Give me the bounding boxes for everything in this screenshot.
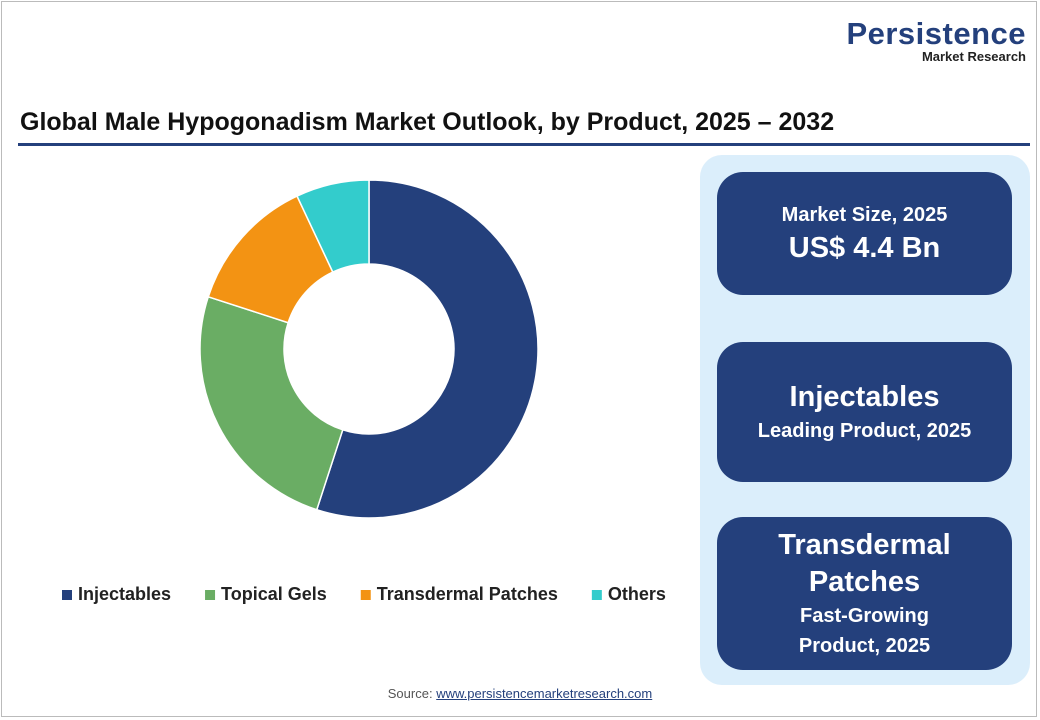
legend-label: Topical Gels xyxy=(221,584,327,604)
card-label: Market Size, 2025 xyxy=(781,204,948,226)
card-headline: Injectables xyxy=(789,380,940,413)
donut-slice xyxy=(199,295,344,511)
chart-title: Global Male Hypogonadism Market Outlook,… xyxy=(20,108,835,136)
brand-tagline: Market Research xyxy=(921,49,1026,64)
legend-swatch xyxy=(205,590,216,600)
legend-swatch xyxy=(360,590,371,600)
legend-swatch xyxy=(591,590,602,600)
brand-logo: Persistence Market Research xyxy=(846,18,1026,64)
donut-slice xyxy=(315,179,539,519)
card-headline: Transdermal Patches xyxy=(778,528,951,598)
donut-slice xyxy=(296,179,370,274)
info-card: Market Size, 2025 US$ 4.4 Bn xyxy=(717,172,1012,295)
source: Source: www.persistencemarketresearch.co… xyxy=(0,686,1040,701)
chart: Injectables Topical Gels Transdermal Patch… xyxy=(62,179,666,604)
legend-label: Transdermal Patches xyxy=(377,584,558,604)
info-card: Injectables Leading Product, 2025 xyxy=(717,342,1012,482)
card-headline: US$ 4.4 Bn xyxy=(788,232,941,264)
legend-label: Others xyxy=(608,584,666,604)
title-rule xyxy=(18,143,1030,146)
card-label: Leading Product, 2025 xyxy=(757,419,972,442)
source-label: Source: xyxy=(387,686,433,701)
info-card: Transdermal Patches Fast-Growing Product… xyxy=(717,517,1012,670)
source-link[interactable]: www.persistencemarketresearch.com xyxy=(436,686,653,701)
card-label: Fast-Growing Product, 2025 xyxy=(798,604,931,657)
brand-name: Persistence xyxy=(846,16,1026,51)
legend-label: Injectables xyxy=(78,584,171,604)
legend-swatch xyxy=(62,590,72,600)
